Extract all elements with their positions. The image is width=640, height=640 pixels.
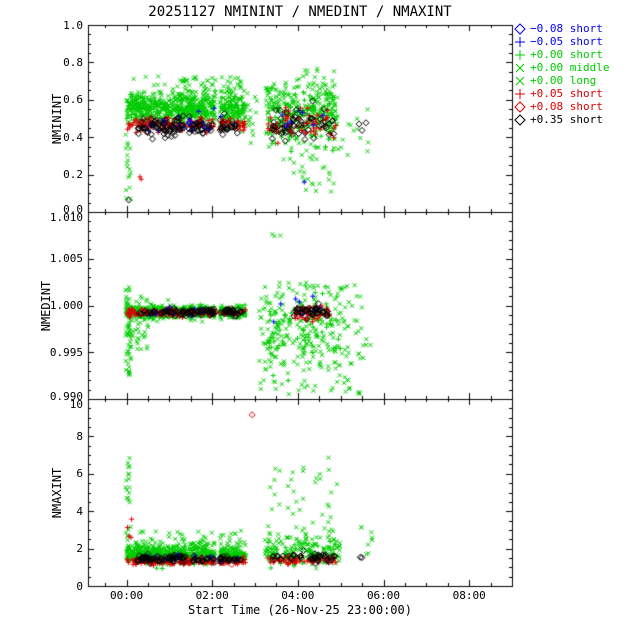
legend-item: +0.05 short bbox=[514, 87, 609, 100]
y-tick-label: 1.000 bbox=[49, 299, 83, 312]
y-tick-label: 1.010 bbox=[49, 210, 83, 224]
diamond-marker-icon bbox=[514, 22, 526, 35]
y-tick-label: 2 bbox=[76, 542, 83, 556]
y-tick-label: 0.995 bbox=[49, 345, 83, 359]
x-axis-label: Start Time (26-Nov-25 23:00:00) bbox=[188, 603, 412, 617]
y-tick-label: 1.005 bbox=[49, 252, 83, 266]
legend-item: +0.00 long bbox=[514, 74, 609, 87]
plus-marker-icon bbox=[515, 88, 525, 99]
x-tick-label: 08:00 bbox=[452, 589, 486, 602]
x-tick-label: 06:00 bbox=[366, 589, 401, 602]
diamond-marker-icon bbox=[514, 113, 526, 126]
x-marker-icon bbox=[515, 63, 525, 72]
legend-label: +0.00 short bbox=[530, 48, 603, 61]
legend-label: +0.00 long bbox=[530, 74, 597, 87]
plot-title: 20251127 NMININT / NMEDINT / NMAXINT bbox=[148, 4, 452, 20]
x-tick-label: 02:00 bbox=[195, 589, 229, 602]
legend-label: −0.08 short bbox=[530, 22, 603, 35]
legend-label: −0.05 short bbox=[530, 35, 603, 48]
x-marker-icon bbox=[515, 76, 525, 85]
legend: −0.08 short −0.05 short +0.00 short +0.00 m… bbox=[514, 22, 609, 126]
x-tick-label: 00:00 bbox=[109, 589, 144, 602]
legend-label: +0.35 short bbox=[530, 113, 603, 126]
y-tick-label: 10 bbox=[69, 397, 83, 411]
diamond-marker-icon bbox=[514, 100, 526, 113]
y-tick-label: 0.0 bbox=[63, 202, 83, 216]
y-tick-label: 0.990 bbox=[49, 389, 83, 403]
y-tick-label: 0.4 bbox=[63, 130, 83, 144]
y-tick-label: 4 bbox=[76, 504, 83, 518]
y-tick-label: 1.0 bbox=[63, 18, 83, 32]
legend-item: +0.35 short bbox=[514, 113, 609, 126]
y-tick-label: 0 bbox=[76, 579, 83, 593]
plus-marker-icon bbox=[515, 49, 525, 60]
legend-label: +0.05 short bbox=[530, 87, 603, 100]
y-tick-label: 0.6 bbox=[63, 93, 83, 107]
legend-label: +0.08 short bbox=[530, 100, 603, 113]
plus-marker-icon bbox=[515, 36, 525, 47]
x-tick-label: 04:00 bbox=[281, 589, 315, 602]
y-tick-label: 0.2 bbox=[63, 168, 83, 182]
legend-label: +0.00 middle bbox=[530, 61, 610, 74]
legend-item: +0.00 short bbox=[514, 48, 609, 61]
y-tick-label: 0.8 bbox=[63, 55, 83, 69]
legend-item: −0.05 short bbox=[514, 35, 609, 48]
y-tick-label: 8 bbox=[76, 429, 83, 443]
legend-item: +0.00 middle bbox=[514, 61, 609, 74]
legend-item: −0.08 short bbox=[514, 22, 609, 35]
y-tick-label: 6 bbox=[76, 467, 83, 481]
legend-item: +0.08 short bbox=[514, 100, 609, 113]
